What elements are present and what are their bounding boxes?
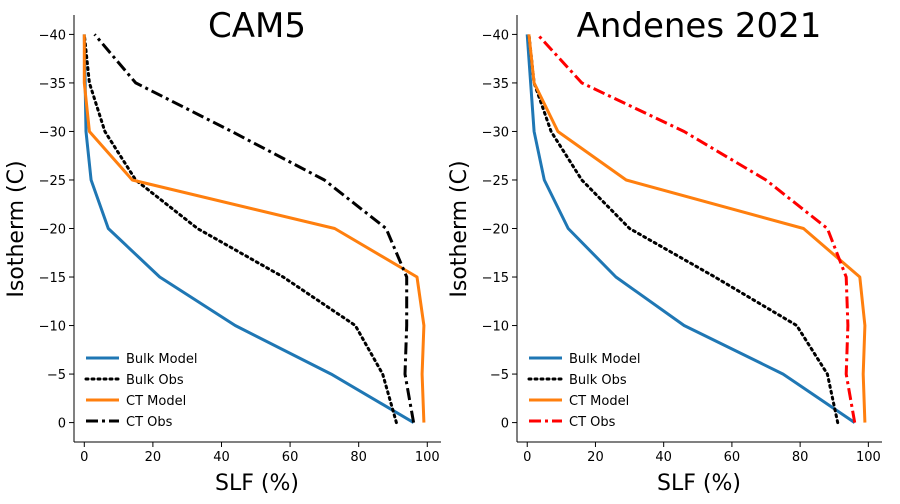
series-line-ct-model — [527, 34, 867, 423]
y-tick-label: −10 — [39, 320, 66, 335]
y-tick-label: −5 — [490, 368, 509, 383]
legend-label: Bulk Model — [569, 352, 640, 367]
legend-label: Bulk Model — [126, 352, 197, 367]
series-line-ct-model — [82, 34, 426, 423]
x-tick-label: 80 — [350, 450, 367, 465]
y-tick-label: −35 — [39, 77, 66, 92]
chart-panel-andenes-2021: Andenes 2021 SLF (%) Isotherm (C) 0 20 40 6… — [447, 6, 882, 496]
legend-label: CT Obs — [126, 415, 173, 430]
y-axis-label: Isotherm (C) — [447, 160, 472, 297]
series-line-bulk-obs — [82, 32, 398, 425]
y-tick-label: −10 — [482, 320, 509, 335]
legend: Bulk Model Bulk Obs CT Model CT Obs — [84, 352, 197, 430]
x-tick-label: 20 — [587, 450, 604, 465]
x-tick-label: 100 — [415, 450, 440, 465]
x-tick-label: 40 — [213, 450, 230, 465]
y-tick-label: −15 — [39, 271, 66, 286]
y-tick-label: −35 — [482, 77, 509, 92]
y-tick-label: −5 — [47, 368, 66, 383]
y-tick-label: −30 — [482, 125, 509, 140]
legend: Bulk Model Bulk Obs CT Model CT Obs — [527, 352, 640, 430]
y-tick-label: −25 — [39, 174, 66, 189]
legend-label: Bulk Obs — [569, 373, 627, 388]
x-tick-label: 0 — [80, 450, 88, 465]
y-tick-label: −30 — [39, 125, 66, 140]
legend-label: Bulk Obs — [126, 373, 184, 388]
legend-label: CT Model — [569, 394, 629, 409]
legend-label: CT Model — [126, 394, 186, 409]
series-line-ct-obs — [93, 33, 416, 423]
y-tick-label: −20 — [482, 223, 509, 238]
y-tick-label: −40 — [482, 28, 509, 43]
y-tick-label: −15 — [482, 271, 509, 286]
chart-title: Andenes 2021 — [577, 6, 822, 46]
series-line-ct-obs — [536, 33, 857, 423]
series-line-bulk-obs — [527, 32, 840, 425]
chart-panel-cam5: CAM5 SLF (%) Isotherm (C) 0 20 40 60 80 100 −4… — [4, 6, 441, 496]
y-tick-label: −25 — [482, 174, 509, 189]
series-line-bulk-model — [82, 34, 415, 424]
x-tick-label: 40 — [655, 450, 672, 465]
series-line-bulk-model — [525, 34, 856, 424]
x-tick-label: 100 — [856, 450, 881, 465]
x-tick-label: 60 — [282, 450, 299, 465]
x-tick-label: 20 — [145, 450, 162, 465]
y-tick-label: 0 — [58, 417, 66, 432]
x-axis-label: SLF (%) — [657, 471, 741, 496]
y-tick-label: −40 — [39, 28, 66, 43]
y-axis-label: Isotherm (C) — [4, 160, 29, 297]
chart-title: CAM5 — [208, 6, 306, 46]
x-axis-label: SLF (%) — [215, 471, 299, 496]
x-tick-label: 80 — [792, 450, 809, 465]
legend-label: CT Obs — [569, 415, 616, 430]
y-tick-label: 0 — [501, 417, 509, 432]
y-tick-label: −20 — [39, 223, 66, 238]
x-tick-label: 0 — [523, 450, 531, 465]
x-tick-label: 60 — [724, 450, 741, 465]
